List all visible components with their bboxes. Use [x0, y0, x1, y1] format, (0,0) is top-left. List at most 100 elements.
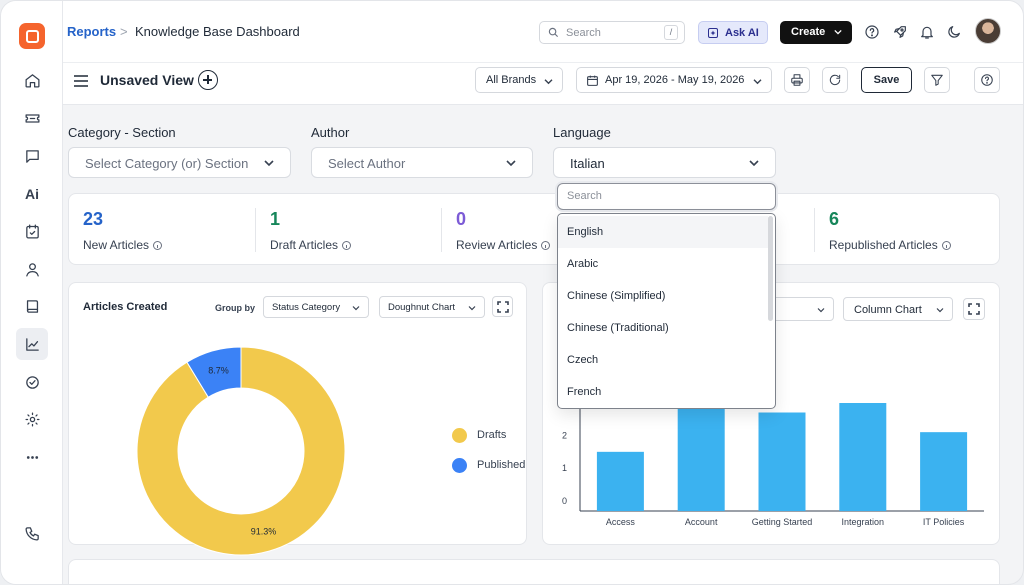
category-section-select[interactable]: Select Category (or) Section	[68, 147, 291, 178]
language-option-french[interactable]: French	[558, 376, 768, 408]
stat-value: 0	[456, 209, 467, 229]
bar-integration[interactable]	[839, 403, 887, 511]
phone-icon[interactable]	[16, 517, 48, 549]
language-value: Italian	[570, 156, 605, 171]
category-placeholder: Select Category (or) Section	[85, 156, 249, 171]
save-button[interactable]: Save	[861, 67, 912, 93]
bar-access[interactable]	[596, 451, 644, 511]
expand-button[interactable]	[963, 298, 985, 320]
author-select[interactable]: Select Author	[311, 147, 533, 178]
home-icon[interactable]	[16, 64, 48, 96]
chart-type-select[interactable]: Doughnut Chart	[379, 296, 485, 318]
option-label: Czech	[567, 354, 599, 366]
dropdown-scrollbar[interactable]	[768, 216, 773, 321]
bar-getting-started[interactable]	[758, 412, 806, 512]
filter-button[interactable]	[924, 67, 950, 93]
chevron-down-icon	[749, 160, 759, 167]
chevron-down-icon	[544, 79, 553, 85]
info-icon[interactable]	[153, 241, 163, 250]
chevron-down-icon	[834, 29, 842, 35]
expand-button[interactable]	[492, 296, 513, 317]
refresh-icon	[829, 74, 841, 86]
language-option-czech[interactable]: Czech	[558, 344, 768, 376]
info-icon[interactable]	[541, 241, 551, 250]
language-select[interactable]: Italian	[553, 147, 776, 178]
stat-republished-articles[interactable]: 6 Republished Articles	[815, 194, 1001, 266]
filter-icon	[931, 74, 943, 86]
bar-it-policies[interactable]	[920, 432, 968, 511]
moon-icon[interactable]	[944, 22, 964, 42]
breadcrumb-reports-link[interactable]: Reports	[67, 24, 117, 39]
donut-slice-drafts[interactable]	[136, 346, 346, 556]
stat-label: Review Articles	[456, 238, 538, 252]
chart-type-select[interactable]: Column Chart	[843, 297, 953, 321]
calendar-check-icon[interactable]	[16, 215, 48, 247]
donut-slice-published[interactable]	[186, 346, 242, 398]
x-tick-label: Integration	[842, 517, 885, 527]
option-label: Arabic	[567, 258, 599, 270]
ask-ai-label: Ask AI	[725, 27, 759, 39]
option-label: Chinese (Simplified)	[567, 290, 666, 302]
info-icon[interactable]	[342, 241, 352, 250]
info-icon[interactable]	[941, 241, 951, 250]
refresh-button[interactable]	[822, 67, 848, 93]
language-option-chinese-simplified[interactable]: Chinese (Simplified)	[558, 280, 768, 312]
language-search-input[interactable]: Search	[557, 183, 776, 210]
language-option-chinese-traditional[interactable]: Chinese (Traditional)	[558, 312, 768, 344]
language-search-placeholder: Search	[567, 190, 602, 202]
x-tick-label: Account	[685, 517, 718, 527]
donut-slice-label: 8.7%	[208, 366, 229, 376]
brands-dropdown[interactable]: All Brands	[475, 67, 563, 93]
help-button[interactable]	[974, 67, 1000, 93]
ai-icon[interactable]: Ai	[25, 186, 39, 202]
ticket-icon[interactable]	[16, 102, 48, 134]
view-title: Unsaved View	[100, 72, 194, 88]
rocket-icon[interactable]	[890, 22, 910, 42]
date-range-picker[interactable]: Apr 19, 2026 - May 19, 2026	[576, 67, 772, 93]
option-label: French	[567, 386, 602, 398]
add-view-plus-icon[interactable]	[198, 70, 218, 90]
stat-review-articles[interactable]: 0 Review Articles	[442, 194, 628, 266]
group-by-select[interactable]: Status Category	[263, 296, 369, 318]
language-option-english[interactable]: English	[558, 216, 768, 248]
stat-value: 1	[270, 209, 281, 229]
hamburger-menu-icon[interactable]	[74, 75, 88, 87]
global-search-input[interactable]: Search /	[539, 21, 685, 44]
chevron-down-icon	[264, 160, 274, 167]
bell-icon[interactable]	[917, 22, 937, 42]
articles-created-card: Articles Created Group by Status Categor…	[68, 282, 527, 556]
legend-swatch	[452, 428, 467, 443]
divider	[441, 208, 442, 252]
stat-new-articles[interactable]: 23 New Articles	[69, 194, 255, 266]
help-circle-icon[interactable]	[862, 22, 882, 42]
ask-ai-button[interactable]: Ask AI	[698, 21, 768, 44]
language-option-arabic[interactable]: Arabic	[558, 248, 768, 280]
chat-icon[interactable]	[16, 140, 48, 172]
reports-chart-icon[interactable]	[16, 328, 48, 360]
bar-account[interactable]	[677, 403, 725, 511]
more-dots-icon[interactable]	[16, 441, 48, 473]
search-icon	[548, 27, 559, 38]
language-dropdown-menu: English Arabic Chinese (Simplified) Chin…	[557, 213, 776, 409]
x-tick-label: Access	[606, 517, 636, 527]
check-circle-icon[interactable]	[16, 366, 48, 398]
brand-logo[interactable]	[19, 23, 45, 49]
donut-slice-label: 91.3%	[251, 526, 277, 536]
print-button[interactable]	[784, 67, 810, 93]
book-icon[interactable]	[16, 290, 48, 322]
create-button[interactable]: Create	[780, 21, 852, 44]
settings-gear-icon[interactable]	[16, 403, 48, 435]
create-label: Create	[791, 26, 826, 38]
stat-draft-articles[interactable]: 1 Draft Articles	[256, 194, 442, 266]
brands-label: All Brands	[486, 74, 537, 86]
chevron-down-icon	[468, 306, 476, 311]
user-avatar[interactable]	[975, 18, 1001, 44]
card-title: Articles Created	[83, 301, 168, 313]
option-label: Chinese (Traditional)	[567, 322, 669, 334]
user-icon[interactable]	[16, 253, 48, 285]
search-placeholder: Search	[566, 27, 601, 39]
legend-label: Published	[477, 459, 526, 471]
sidebar: Ai	[1, 1, 63, 584]
legend-label: Drafts	[477, 429, 507, 441]
